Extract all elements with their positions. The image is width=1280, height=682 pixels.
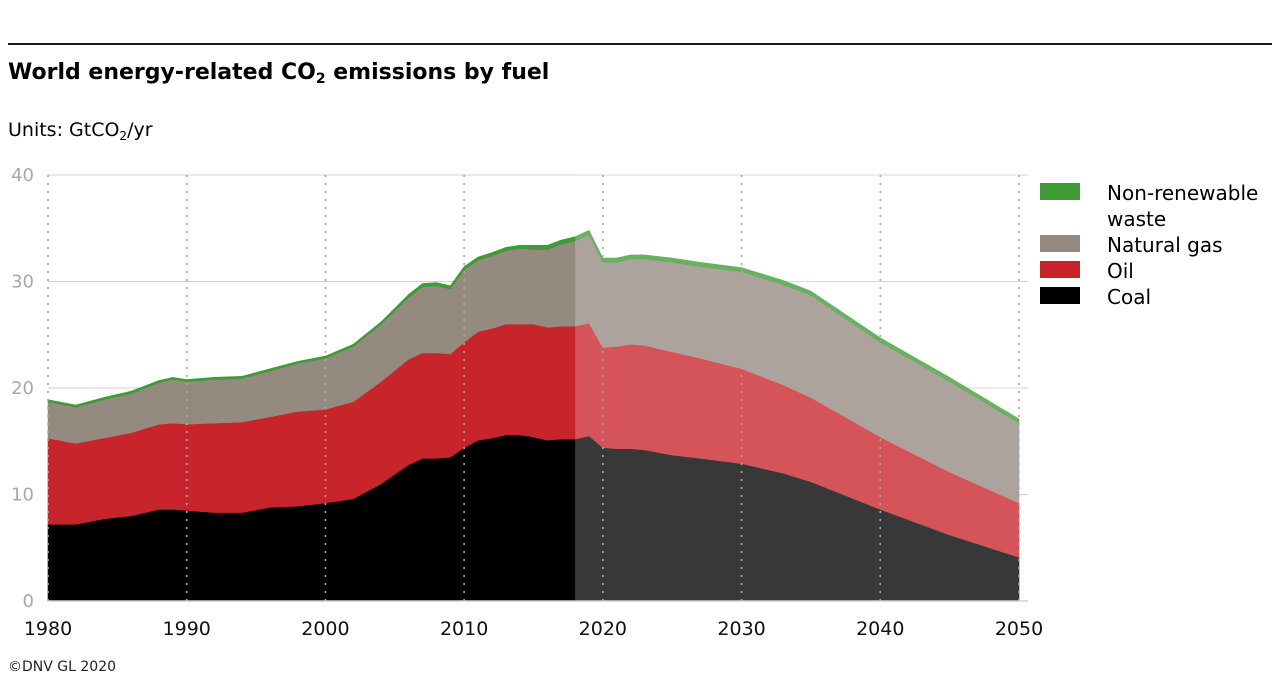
legend-label-oil: Oil (1107, 259, 1134, 283)
forecast-shade (575, 163, 1021, 601)
legend-item-waste: Non-renewable waste (1040, 180, 1276, 232)
legend-item-gas: Natural gas (1040, 232, 1276, 258)
title-tail: emissions by fuel (325, 60, 550, 85)
legend-swatch-coal (1040, 287, 1080, 304)
legend-swatch-oil (1040, 261, 1080, 278)
units-tail: /yr (127, 119, 153, 141)
units-main: Units: GtCO (8, 119, 120, 141)
legend-label-gas: Natural gas (1107, 233, 1223, 257)
x-tick-label-2030: 2030 (717, 618, 765, 640)
y-tick-label-0: 0 (23, 591, 34, 612)
y-tick-label-20: 20 (11, 378, 34, 399)
y-tick-label-40: 40 (11, 165, 34, 186)
legend-item-oil: Oil (1040, 258, 1276, 284)
x-tick-label-2020: 2020 (579, 618, 627, 640)
x-tick-label-2010: 2010 (440, 618, 488, 640)
copyright: ©DNV GL 2020 (8, 659, 117, 675)
legend-label-waste: Non-renewable waste (1107, 181, 1259, 231)
units-subscript: 2 (119, 129, 128, 143)
top-rule (8, 43, 1272, 45)
title-subscript: 2 (315, 71, 326, 87)
legend-swatch-gas (1040, 235, 1080, 252)
y-tick-label-10: 10 (11, 485, 34, 506)
x-tick-label-2000: 2000 (301, 618, 349, 640)
x-tick-label-2050: 2050 (995, 618, 1043, 640)
legend-swatch-waste (1040, 183, 1080, 200)
legend: Non-renewable waste Natural gas Oil Coal (1040, 180, 1276, 310)
x-tick-label-1980: 1980 (24, 618, 72, 640)
y-tick-label-30: 30 (11, 272, 34, 293)
chart-title: World energy-related CO2 emissions by fu… (8, 60, 549, 87)
forecast-overlay (575, 163, 1021, 601)
x-tick-label-2040: 2040 (856, 618, 904, 640)
legend-item-coal: Coal (1040, 284, 1276, 310)
title-main: World energy-related CO (8, 60, 316, 85)
x-tick-label-1990: 1990 (163, 618, 211, 640)
units-label: Units: GtCO2/yr (8, 119, 153, 143)
legend-label-coal: Coal (1107, 285, 1152, 309)
